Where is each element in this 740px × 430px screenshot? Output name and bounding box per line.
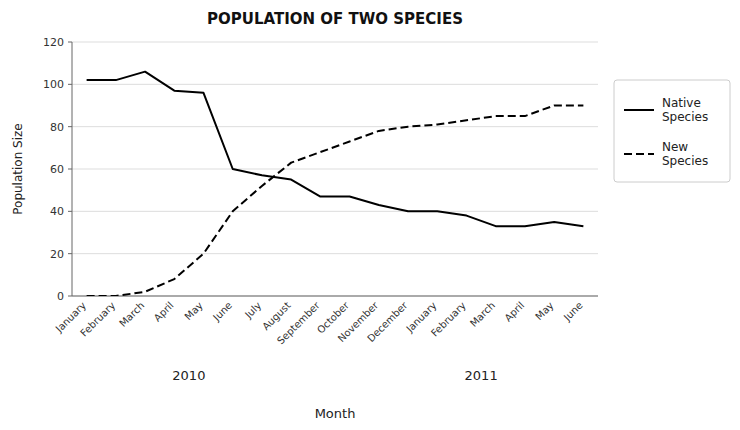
grid-line — [72, 211, 598, 212]
y-axis — [72, 42, 73, 296]
legend-entry-line: New — [662, 140, 688, 154]
legend-swatch — [624, 109, 654, 111]
y-tick — [68, 211, 72, 212]
x-tick-label: December — [365, 299, 410, 344]
legend-swatch — [624, 153, 654, 155]
y-tick — [68, 296, 72, 297]
y-tick — [68, 253, 72, 254]
grid — [72, 42, 598, 296]
y-tick — [68, 169, 72, 170]
chart: 020406080100120JanuaryFebruaryMarchApril… — [0, 0, 740, 430]
legend-entry: NewSpecies — [662, 140, 708, 168]
grid-line — [72, 253, 598, 254]
grid-line — [72, 84, 598, 85]
x-tick-label: September — [275, 299, 322, 346]
x-tick-label: June — [561, 300, 585, 324]
x-tick-label: April — [502, 300, 526, 324]
series-line — [87, 72, 584, 227]
legend-entry: NativeSpecies — [662, 96, 708, 124]
legend-entry-line: Species — [662, 154, 708, 168]
y-tick — [68, 126, 72, 127]
x-tick-label: May — [533, 300, 555, 322]
y-axis-label: Population Size — [11, 123, 25, 215]
x-tick-label: May — [183, 300, 205, 322]
title: POPULATION OF TWO SPECIES — [207, 10, 463, 28]
x-tick-label: February — [429, 300, 468, 339]
grid-line — [72, 296, 598, 297]
x-tick-label: July — [242, 300, 263, 321]
grid-line — [72, 126, 598, 127]
y-tick-label: 100 — [43, 78, 64, 91]
x-tick-label: June — [210, 300, 234, 324]
x-tick-label: March — [117, 300, 146, 329]
x-tick-label: March — [468, 300, 497, 329]
series-line — [87, 106, 584, 297]
legend: NativeSpeciesNewSpecies — [614, 80, 730, 182]
y-tick-label: 40 — [50, 205, 64, 218]
x-tick-label: April — [152, 300, 176, 324]
y-tick-label: 60 — [50, 163, 64, 176]
legend-box — [614, 80, 730, 182]
y-tick-label: 0 — [57, 290, 64, 303]
legend-entry-line: Native — [662, 96, 701, 110]
y-tick — [68, 42, 72, 43]
annotation: 2010 — [172, 368, 205, 383]
annotation: 2011 — [465, 368, 498, 383]
grid-line — [72, 169, 598, 170]
grid-line — [72, 42, 598, 43]
x-axis — [72, 296, 598, 297]
y-tick-label: 120 — [43, 36, 64, 49]
x-tick-label: February — [78, 300, 117, 339]
legend-entry-line: Species — [662, 110, 708, 124]
lines — [87, 72, 584, 296]
y-tick — [68, 84, 72, 85]
y-tick-label: 80 — [50, 121, 64, 134]
x-axis-label: Month — [315, 406, 356, 421]
y-tick-label: 20 — [50, 248, 64, 261]
